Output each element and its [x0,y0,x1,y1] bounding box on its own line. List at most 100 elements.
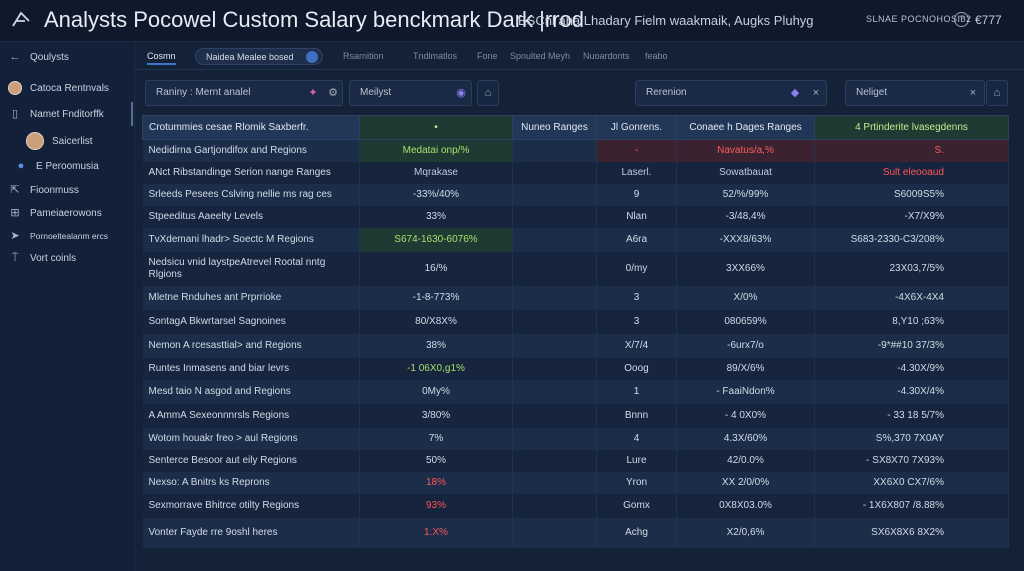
tab-rsarnition[interactable]: Rsarnition [343,51,384,61]
table-row[interactable]: Nedsicu vnid laystpeAtrevel Rootal nntg … [142,251,1009,286]
document-icon: ▯ [11,108,19,120]
table-cell: 1.X% [359,517,513,548]
table-row[interactable]: Nemon A rcesasttial> and Regions 38% X/7/4… [142,333,1009,358]
sidebar-scrollbar[interactable] [131,102,133,126]
table-cell: Vonter Fayde rre 9oshl heres [142,517,360,548]
table-cell: Yron [596,471,677,494]
table-cell [512,357,597,380]
table-cell: Sult eleooaud [814,161,1009,184]
filter-region[interactable]: Rerenion ◆ × [635,80,827,106]
sidebar-item-label: Vort coinls [30,252,77,264]
table-cell: - SX8X70 7X93% [814,449,1009,472]
column-header[interactable]: 4 Prtinderite lvasegdenns [814,115,1009,140]
tab-mealee-based[interactable]: Naidea Mealee bosed [195,48,323,65]
column-header[interactable]: Crotummies cesae Rlomik Saxberfr. [142,115,360,140]
table-cell: 38% [359,333,513,358]
clear-icon[interactable]: × [812,87,820,99]
table-cell: 16/% [359,251,513,286]
table-cell: Runtes Inmasens and biar levrs [142,357,360,380]
table-cell: 3XX66% [676,251,815,286]
table-row[interactable]: Nedidirna Gartjondifox and Regions Medata… [142,139,1009,162]
sidebar-item-personnel[interactable]: ● E Peroomusia [14,155,99,177]
table-cell: XX6X0 CX7/6% [814,471,1009,494]
table-cell [512,227,597,252]
tab-cosmn[interactable]: Cosmn [147,48,176,65]
table-cell: 80/X8X% [359,309,513,334]
help-icon[interactable]: ? [954,12,969,27]
table-row[interactable]: Sexmorrave Bhitrce otilty Regions 93% Gomx… [142,493,1009,518]
table-cell: S. [814,139,1009,162]
column-header[interactable]: Nuneo Ranges [512,115,597,140]
table-cell: 4.3X/60% [676,427,815,450]
table-row[interactable]: Vonter Fayde rre 9oshl heres 1.X% Achg X2/0… [142,517,1009,548]
column-header[interactable]: Jl Gonrens. [596,115,677,140]
table-cell [512,493,597,518]
sidebar-item-label: Fioonmuss [30,184,79,196]
avatar [8,81,22,95]
table-row[interactable]: Wotom houakr freo > aul Regions 7% 4 4.3X/6… [142,427,1009,450]
table-cell [512,285,597,310]
table-row[interactable]: TvXdemani lhadr> Soectc M Regions S674-16… [142,227,1009,252]
filter-options-button[interactable]: ⌂ [477,80,499,106]
tab-nuoardonts[interactable]: Nuoardonts [583,51,630,61]
table-cell: Mletne Rnduhes ant Prprrioke [142,285,360,310]
table-row[interactable]: Mesd taio N asgod and Regions 0My% 1- Faai… [142,379,1009,404]
filter-analyst[interactable]: Meilyst ◉ [349,80,472,106]
table-cell: 18% [359,471,513,494]
tab-bar: Cosmn Naidea Mealee bosed Rsarnition Tnd… [135,42,1024,70]
sidebar-item-controls[interactable]: ⍑ Vort coinls [8,247,76,269]
table-row[interactable]: Mletne Rnduhes ant Prprrioke -1-8-773% 3 X/… [142,285,1009,310]
table-cell: TvXdemani lhadr> Soectc M Regions [142,227,360,252]
table-cell: 89/X/6% [676,357,815,380]
user-icon: ◉ [456,87,466,99]
tab-tndlmatlos[interactable]: Tndlmatlos [413,51,458,61]
tab-feabo[interactable]: feabo [645,51,668,61]
sidebar-item-label: Catoca Rentnvals [30,82,109,94]
table-cell: 4 [596,427,677,450]
sidebar-item-analysts[interactable]: ← Qoulysts [8,46,69,68]
sidebar-item-portfolio[interactable]: ➤ Pornoeltealanm ercs [8,225,108,247]
table-row[interactable]: Runtes Inmasens and biar levrs -1 06X0,g1… [142,357,1009,380]
table-row[interactable]: Senterce Besoor aut eily Regions 50% Lure 4… [142,449,1009,472]
column-header[interactable]: • [359,115,513,140]
tab-fone[interactable]: Fone [477,51,498,61]
table-cell: XX 2/0/0% [676,471,815,494]
table-row[interactable]: Srleeds Pesees Cslving nellie ms rag ces… [142,183,1009,206]
table-cell: -4.30X/9% [814,357,1009,380]
table-cell: SontagA Bkwrtarsel Sagnoines [142,309,360,334]
table-cell: Ooog [596,357,677,380]
table-cell: -1 06X0,g1% [359,357,513,380]
table-row[interactable]: SontagA Bkwrtarsel Sagnoines 80/X8X% 3 0806… [142,309,1009,334]
sidebar-item-editor[interactable]: ▯ Namet Fnditorffk [8,103,104,125]
clear-icon[interactable]: × [969,87,977,99]
sidebar-item-userlist[interactable]: Saicerlist [26,130,93,152]
table-row[interactable]: ANct Ribstandinge Serion nange Ranges Mqr… [142,161,1009,184]
table-cell: Wotom houakr freo > aul Regions [142,427,360,450]
table-cell: X/7/4 [596,333,677,358]
table-cell [512,205,597,228]
table-row[interactable]: Stpeeditus Aaeelty Levels 33% Nlan -3/48,4%… [142,205,1009,228]
table-cell [512,309,597,334]
table-row[interactable]: Nexso: A Bnitrs ks Reprons 18% Yron XX 2/0/… [142,471,1009,494]
table-cell: Medatai onp/% [359,139,513,162]
table-cell: Nedidirna Gartjondifox and Regions [142,139,360,162]
table-cell: 42/0.0% [676,449,815,472]
salary-table: Crotummies cesae Rlomik Saxberfr. • Nune… [142,115,1009,548]
settings-icon[interactable]: ⚙ [328,87,338,99]
table-cell: Bnnn [596,403,677,428]
table-row[interactable]: A AmmA Sexeonnnrsls Regions 3/80% Bnnn - 4 … [142,403,1009,428]
filter-ranking[interactable]: Raniny : Mernt analel ✦ ⚙ [145,80,343,106]
tab-spnulted-meyh[interactable]: Spnulted Meyh [510,51,571,61]
filter-budget[interactable]: Neliget × [845,80,985,106]
sidebar-item-rentals[interactable]: Catoca Rentnvals [8,77,109,99]
sidebar-item-exports[interactable]: ⇱ Fioonmuss [8,179,79,201]
sidebar-item-label: Qoulysts [30,51,69,63]
table-cell [512,379,597,404]
sidebar-item-parameters[interactable]: ⊞ Pameiaerowons [8,202,101,224]
table-cell: - 1X6X807 /8.88% [814,493,1009,518]
column-header[interactable]: Conaee h Dages Ranges [676,115,815,140]
table-cell: 0My% [359,379,513,404]
table-cell: X2/0,6% [676,517,815,548]
table-cell: - [596,139,677,162]
filter-add-button[interactable]: ⌂ [986,80,1008,106]
